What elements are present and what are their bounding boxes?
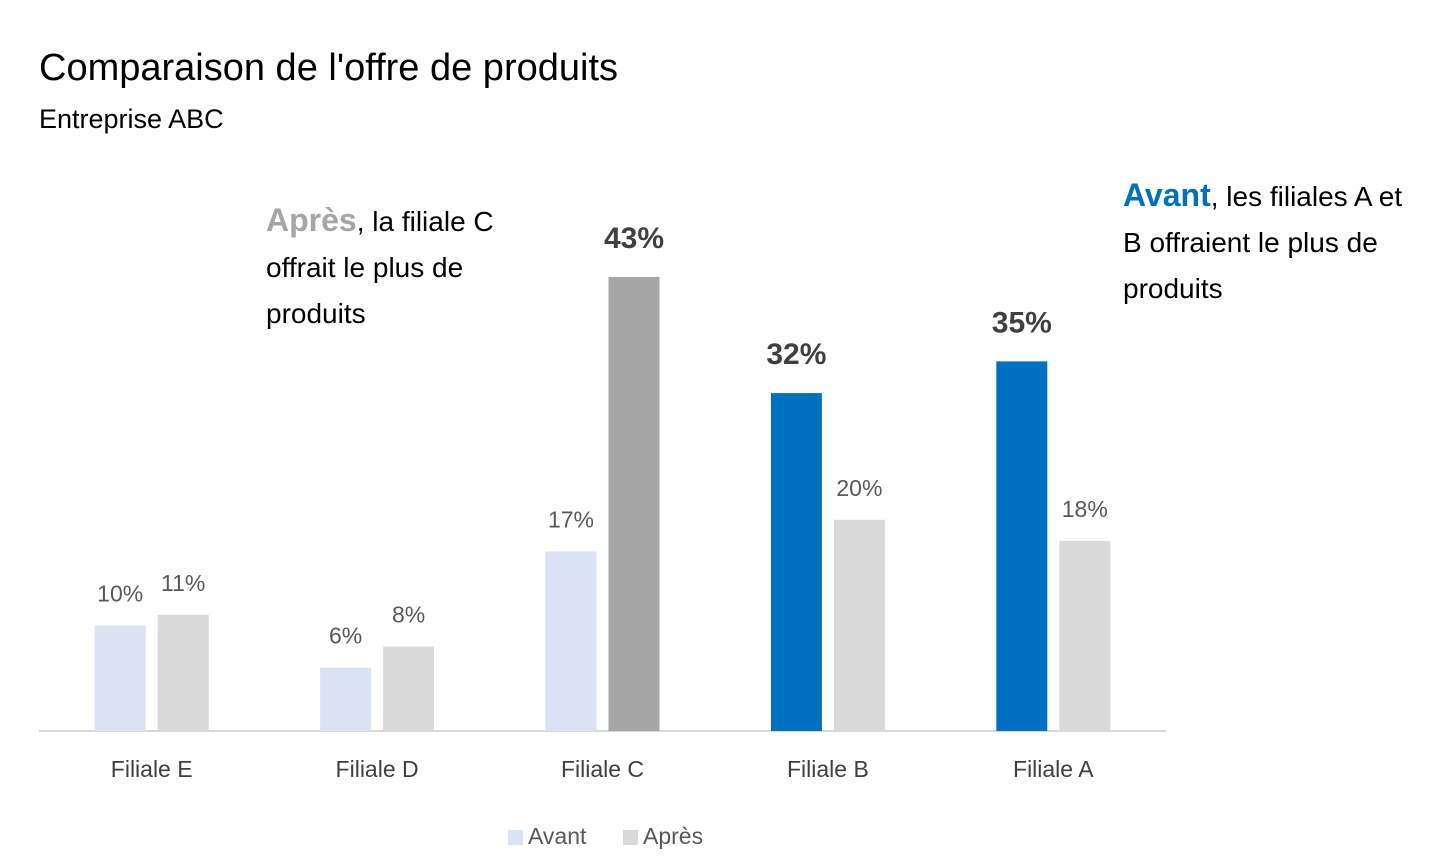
- data-label: 6%: [329, 623, 362, 649]
- bar: [1059, 540, 1111, 731]
- data-label: 10%: [97, 580, 143, 606]
- bar: [608, 276, 660, 731]
- bar: [545, 551, 597, 731]
- x-tick-label: Filiale B: [787, 756, 869, 782]
- data-label: 32%: [766, 338, 826, 371]
- bar: [94, 625, 146, 731]
- chart-title: Comparaison de l'offre de produits: [39, 47, 618, 89]
- data-label: 43%: [604, 222, 664, 255]
- data-label: 20%: [836, 475, 882, 501]
- chart-subtitle: Entreprise ABC: [39, 104, 224, 134]
- annotation-text: , les filiales A et B offraient le plus …: [1123, 181, 1403, 304]
- legend-swatch: [623, 830, 638, 845]
- bar: [770, 393, 822, 731]
- bar: [157, 614, 209, 731]
- bar: [833, 519, 885, 731]
- x-tick-label: Filiale D: [336, 756, 419, 782]
- data-label: 18%: [1062, 496, 1108, 522]
- annotation-text: , la filiale C offrait le plus de produi…: [266, 206, 494, 329]
- data-label: 35%: [992, 306, 1052, 339]
- bar: [383, 646, 435, 731]
- annotation-text: Après: [266, 202, 357, 238]
- bar: [996, 361, 1048, 731]
- x-tick-label: Filiale A: [1013, 756, 1094, 782]
- annotation: Après, la filiale C offrait le plus de p…: [266, 197, 556, 337]
- x-tick-label: Filiale C: [561, 756, 644, 782]
- bar: [320, 667, 372, 731]
- data-label: 17%: [548, 507, 594, 533]
- x-tick-label: Filiale E: [111, 756, 193, 782]
- data-label: 11%: [161, 570, 205, 596]
- annotation: Avant, les filiales A et B offraient le …: [1123, 172, 1413, 312]
- legend-label: Avant: [528, 823, 587, 849]
- annotation-text: Avant: [1123, 177, 1211, 213]
- legend-label: Après: [643, 823, 703, 849]
- data-label: 8%: [392, 602, 425, 628]
- legend-swatch: [508, 830, 523, 845]
